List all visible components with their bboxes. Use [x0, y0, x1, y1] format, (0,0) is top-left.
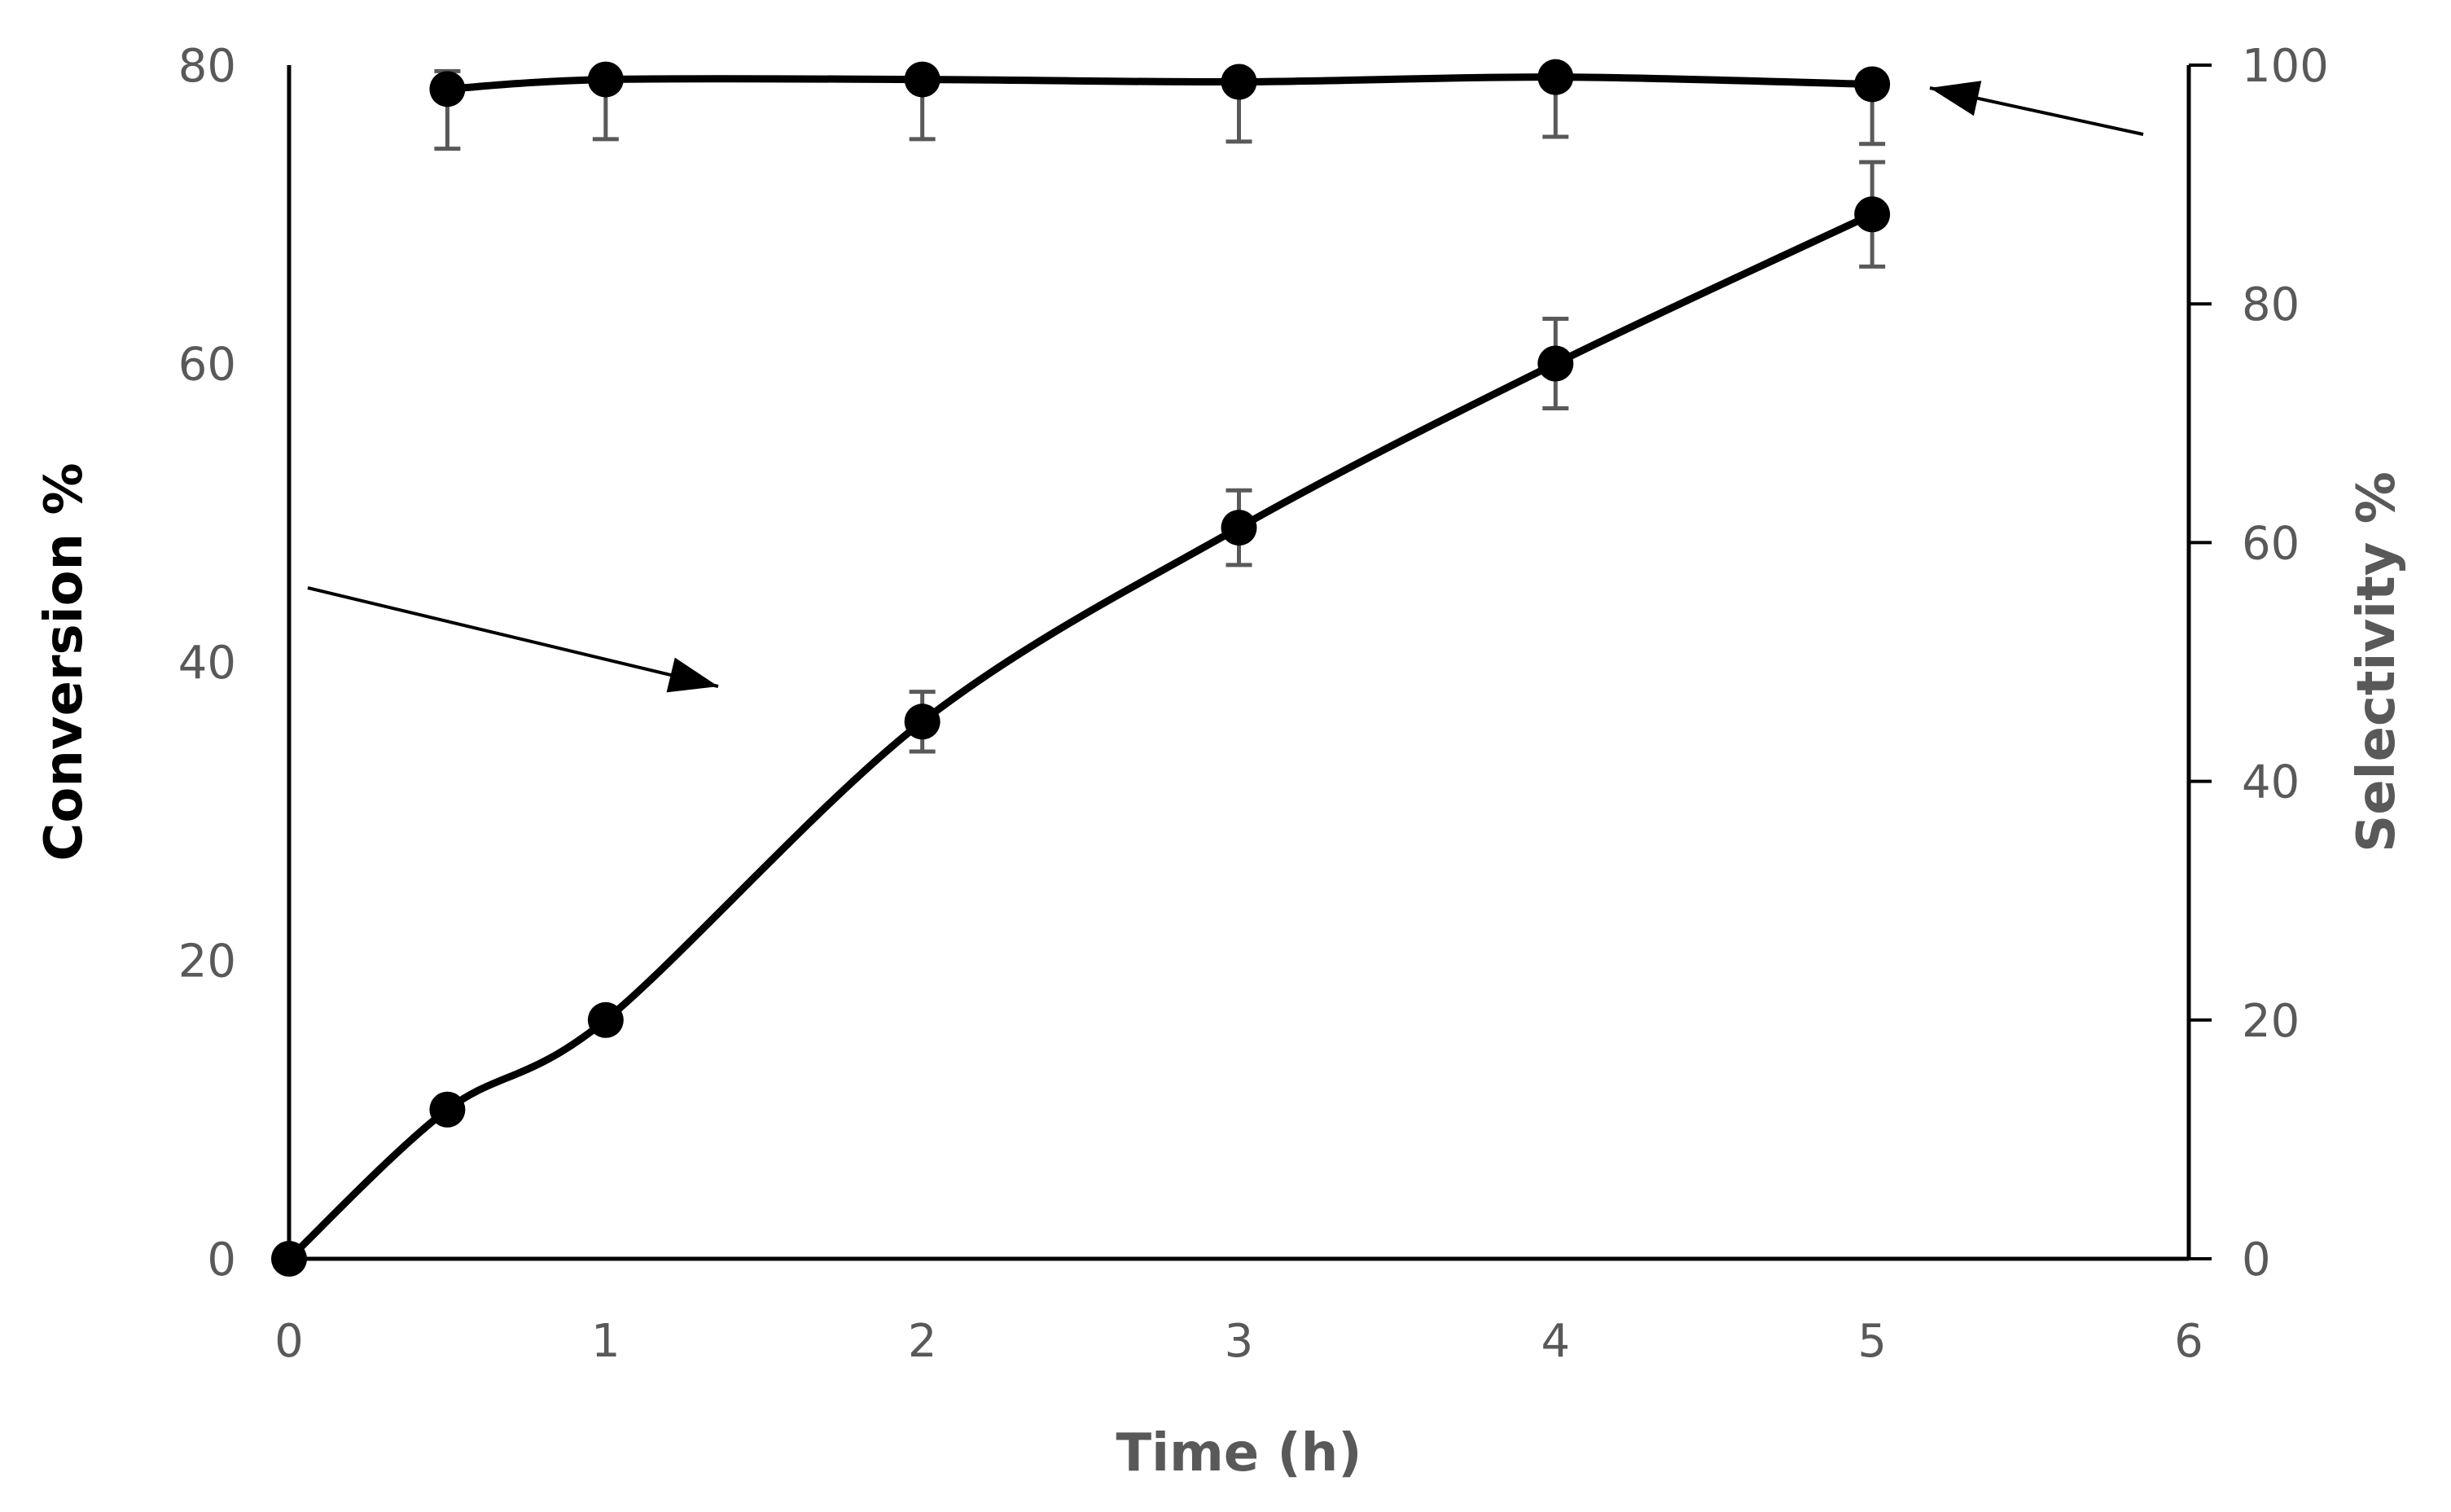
y-tick-label-right: 20	[2242, 995, 2300, 1048]
y-tick-label-right: 0	[2242, 1234, 2271, 1286]
selectivity-data-point	[429, 71, 466, 107]
x-tick-label: 5	[1857, 1315, 1887, 1368]
selectivity-data-point	[904, 61, 940, 98]
y-tick-label-left: 40	[178, 637, 236, 690]
y-tick-label-left: 20	[178, 936, 236, 988]
selectivity-data-point	[1537, 59, 1574, 95]
y-tick-label-right: 40	[2242, 756, 2300, 809]
x-tick-label: 6	[2174, 1315, 2203, 1368]
x-axis-title: Time (h)	[1116, 1423, 1361, 1484]
y-tick-label-left: 60	[178, 339, 236, 392]
series-layer	[271, 59, 1891, 1277]
selectivity-series-line	[447, 73, 1873, 93]
x-tick-label: 2	[908, 1315, 937, 1368]
arrow-conversion-head	[666, 657, 718, 693]
conversion-data-point	[271, 1241, 307, 1277]
arrow-conversion-shaft	[307, 586, 719, 688]
conversion-data-point	[1221, 510, 1257, 546]
conversion-data-point	[1537, 345, 1574, 382]
y-axis-title-right: Selectivity %	[2347, 471, 2407, 852]
x-tick-label: 0	[274, 1315, 304, 1368]
axes	[287, 64, 2212, 1261]
x-tick-label: 1	[591, 1315, 620, 1368]
selectivity-data-point	[1854, 66, 1891, 103]
conversion-series-line	[286, 211, 1874, 1262]
selectivity-data-point	[1221, 64, 1257, 100]
x-tick-label: 4	[1541, 1315, 1571, 1368]
conversion-data-point	[429, 1091, 466, 1128]
y-tick-label-left: 80	[178, 40, 236, 93]
annotations	[307, 81, 2144, 693]
conversion-data-point	[587, 1001, 624, 1038]
conversion-data-point	[1854, 196, 1891, 233]
arrow-selectivity-head	[1930, 81, 1982, 116]
selectivity-data-point	[587, 61, 624, 98]
y-tick-label-right: 100	[2242, 40, 2329, 93]
y-tick-label-right: 80	[2242, 278, 2300, 331]
conversion-data-point	[904, 703, 940, 740]
y-tick-label-left: 0	[207, 1234, 236, 1286]
y-axis-title-left: Conversion %	[34, 462, 94, 861]
y-tick-label-right: 60	[2242, 517, 2300, 570]
x-tick-label: 3	[1225, 1315, 1254, 1368]
